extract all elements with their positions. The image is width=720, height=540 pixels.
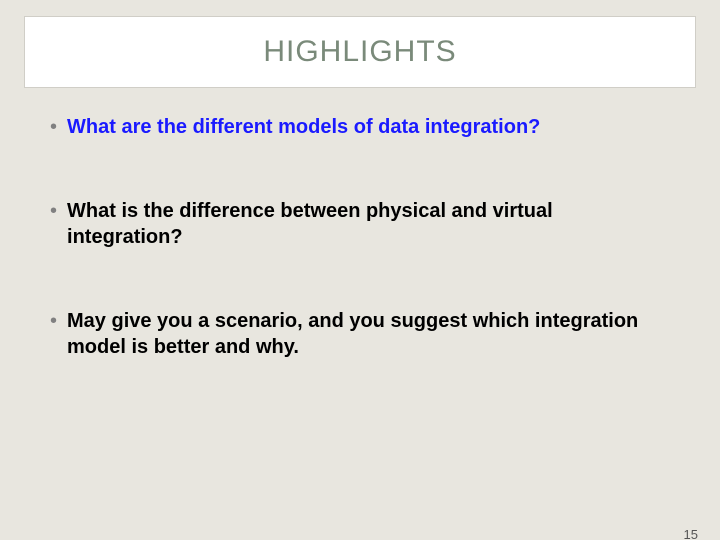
slide: HIGHLIGHTS • What are the different mode… bbox=[0, 16, 720, 540]
bullet-marker: • bbox=[50, 114, 57, 140]
list-item: • May give you a scenario, and you sugge… bbox=[50, 308, 670, 360]
bullet-text: What is the difference between physical … bbox=[67, 198, 670, 250]
list-item: • What are the different models of data … bbox=[50, 114, 670, 140]
bullet-marker: • bbox=[50, 198, 57, 224]
bullet-text: May give you a scenario, and you suggest… bbox=[67, 308, 670, 360]
slide-title: HIGHLIGHTS bbox=[263, 35, 456, 68]
page-number: 15 bbox=[684, 527, 698, 540]
list-item: • What is the difference between physica… bbox=[50, 198, 670, 250]
bullet-marker: • bbox=[50, 308, 57, 334]
title-box: HIGHLIGHTS bbox=[24, 16, 696, 88]
bullet-text: What are the different models of data in… bbox=[67, 114, 670, 140]
bullet-list: • What are the different models of data … bbox=[50, 114, 670, 360]
